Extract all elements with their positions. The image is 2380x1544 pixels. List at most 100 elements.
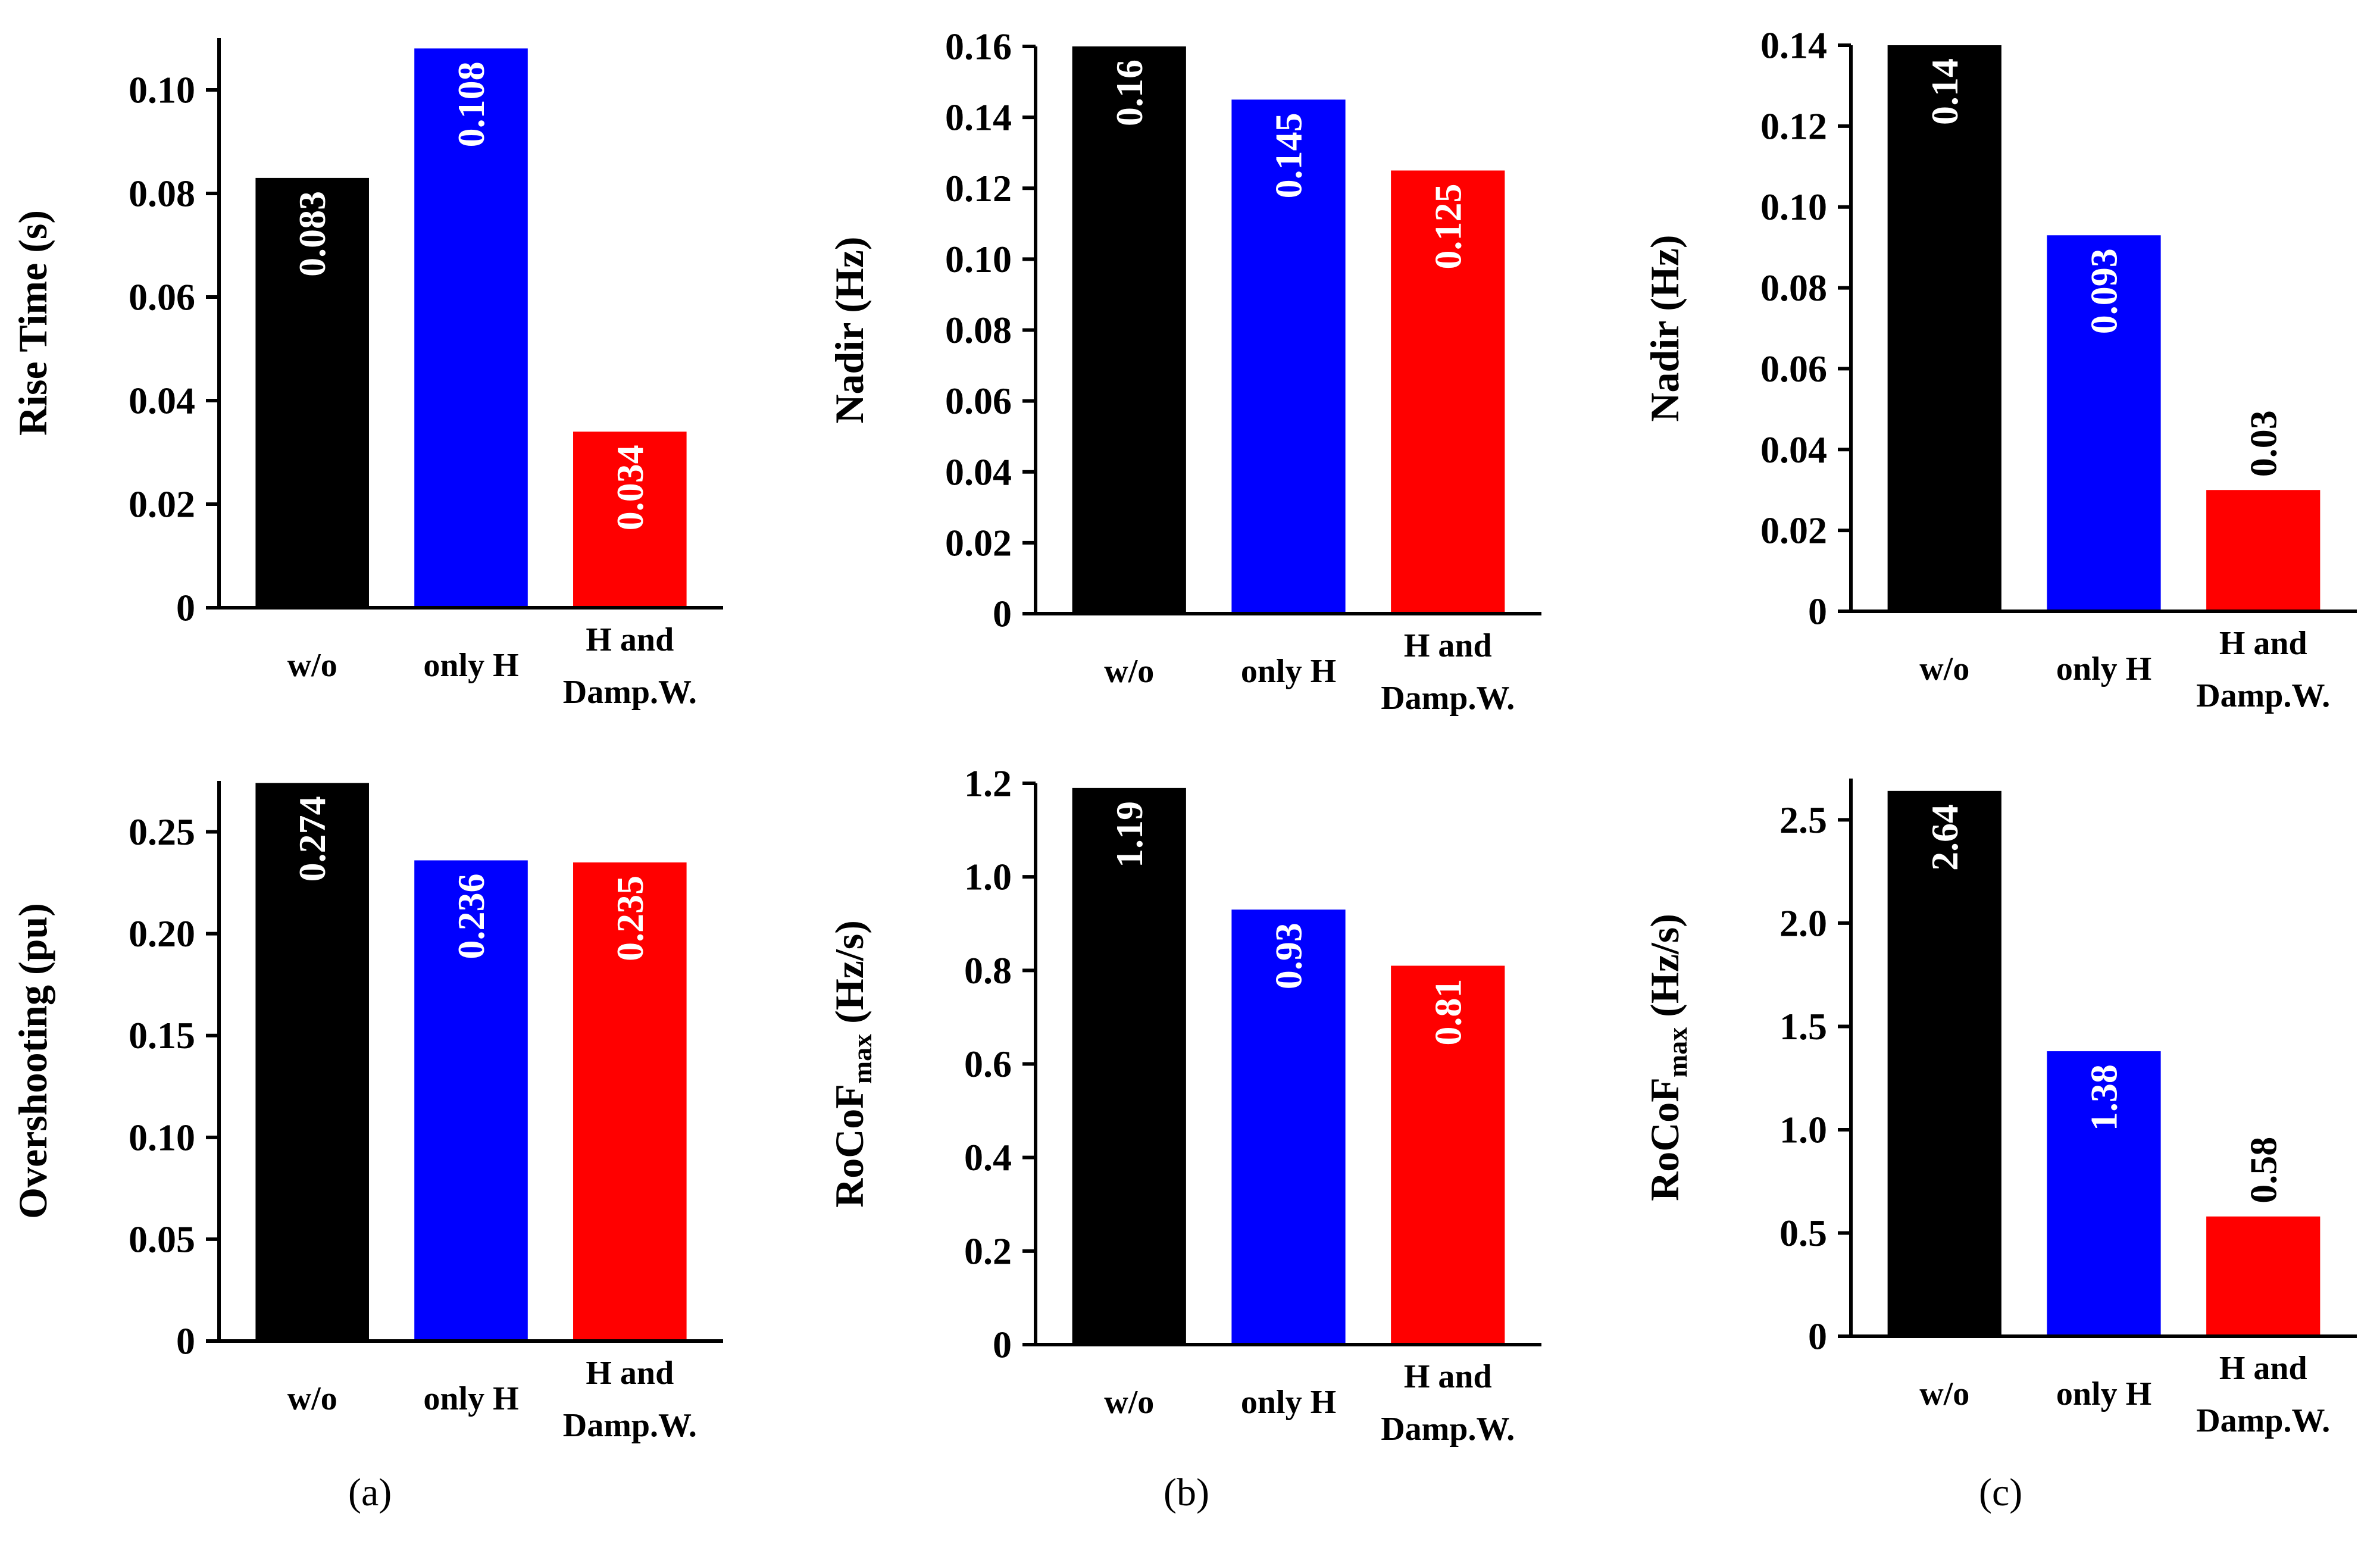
y-tick-label: 0.04 — [129, 380, 195, 422]
category-label: only H — [2056, 1376, 2151, 1412]
bar-value-label: 0.108 — [450, 61, 492, 147]
bar-2 — [1231, 99, 1346, 614]
y-tick-label: 0.14 — [1760, 24, 1827, 67]
category-label: H and Damp.W. — [1381, 1358, 1515, 1448]
category-label: w/o — [287, 1380, 337, 1417]
bar-2 — [2047, 235, 2161, 611]
category-label: only H — [423, 647, 518, 684]
bar-value-label: 0.58 — [2242, 1137, 2284, 1204]
bar-3 — [2206, 490, 2320, 611]
y-tick-label: 0.4 — [964, 1136, 1012, 1179]
y-tick-label: 0.10 — [1760, 186, 1827, 228]
y-tick-label: 2.0 — [1779, 902, 1827, 944]
chart-4: 0.274 w/o 0.236 only H 0.235 H and Damp.W. 0 0.0… — [10, 781, 723, 1444]
chart-1: 0.083 w/o 0.108 only H 0.034 H and Damp.W. 0 0.0… — [10, 38, 723, 711]
y-tick-label: 0.8 — [964, 949, 1012, 992]
y-tick-label: 1.5 — [1779, 1005, 1827, 1048]
y-tick-label: 0.06 — [945, 380, 1012, 422]
bar-value-label: 0.14 — [1924, 58, 1966, 125]
bar-2 — [414, 860, 528, 1341]
y-tick-label: 0.20 — [129, 912, 195, 955]
y-tick-label: 0.10 — [129, 69, 195, 111]
y-tick-label: 2.5 — [1779, 799, 1827, 841]
y-tick-label: 0 — [176, 1320, 195, 1362]
category-label: H and Damp.W. — [2196, 1350, 2330, 1439]
bar-1 — [255, 783, 369, 1341]
bar-3 — [1391, 965, 1505, 1345]
chart-3: 0.14 w/o 0.093 only H 0.03 H and Damp.W. 0 0.02 0… — [1642, 24, 2357, 714]
y-tick-label: 0.5 — [1779, 1212, 1827, 1254]
bar-value-label: 0.093 — [2083, 248, 2125, 334]
y-tick-label: 0.04 — [1760, 429, 1827, 471]
y-tick-label: 0 — [1808, 590, 1827, 633]
y-axis-title: Nadir (Hz) — [1642, 235, 1687, 421]
category-label: H and Damp.W. — [563, 1355, 697, 1444]
bar-value-label: 0.03 — [2242, 410, 2284, 477]
y-tick-label: 0.14 — [945, 96, 1012, 139]
y-axis-title: RoCoFmax (Hz/s) — [1642, 914, 1693, 1201]
bar-value-label: 0.034 — [609, 445, 651, 530]
bar-1 — [255, 177, 369, 608]
category-label: only H — [1241, 653, 1336, 690]
panel-label-b: (b) — [1164, 1471, 1209, 1514]
category-label: only H — [2056, 651, 2151, 687]
category-label: w/o — [1919, 1376, 1969, 1412]
y-tick-label: 0.08 — [129, 173, 195, 215]
bar-3 — [573, 432, 687, 608]
chart-2: 0.16 w/o 0.145 only H 0.125 H and Damp.W. 0 0.02… — [827, 26, 1541, 717]
category-label: H and Damp.W. — [563, 621, 697, 711]
y-tick-label: 1.2 — [964, 762, 1012, 805]
y-tick-label: 0.04 — [945, 451, 1012, 493]
category-label: w/o — [287, 647, 337, 684]
y-tick-label: 1.0 — [964, 856, 1012, 898]
bar-value-label: 0.274 — [291, 796, 333, 882]
chart-5: 1.19 w/o 0.93 only H 0.81 H and Damp.W. 0 0.2 0.4… — [827, 762, 1541, 1448]
category-label: w/o — [1104, 653, 1154, 690]
y-tick-label: 0.12 — [1760, 105, 1827, 147]
y-tick-label: 0 — [1808, 1315, 1827, 1358]
bar-3 — [2206, 1216, 2320, 1336]
y-tick-label: 1.0 — [1779, 1108, 1827, 1151]
y-tick-label: 0.25 — [129, 811, 195, 853]
bar-value-label: 0.81 — [1427, 979, 1469, 1045]
bar-2 — [1231, 909, 1346, 1345]
bar-value-label: 2.64 — [1924, 804, 1966, 871]
y-axis-title: Nadir (Hz) — [827, 236, 872, 423]
y-tick-label: 0.08 — [945, 309, 1012, 351]
y-tick-label: 0.02 — [129, 483, 195, 526]
y-tick-label: 0.16 — [945, 26, 1012, 68]
bar-1 — [1887, 45, 2001, 611]
bar-2 — [414, 48, 528, 608]
y-tick-label: 0.15 — [129, 1014, 195, 1057]
bar-3 — [1391, 170, 1505, 614]
y-axis-title: RoCoFmax (Hz/s) — [827, 920, 877, 1208]
y-tick-label: 0.2 — [964, 1230, 1012, 1272]
y-tick-label: 0.6 — [964, 1043, 1012, 1085]
y-tick-label: 0.05 — [129, 1218, 195, 1260]
y-tick-label: 0.10 — [129, 1116, 195, 1158]
bar-1 — [1072, 46, 1186, 614]
bar-value-label: 0.125 — [1427, 183, 1469, 269]
category-label: w/o — [1104, 1384, 1154, 1421]
y-axis-title: Overshooting (pu) — [10, 903, 55, 1219]
y-tick-label: 0.02 — [945, 521, 1012, 564]
bar-value-label: 1.38 — [2083, 1064, 2125, 1131]
category-label: only H — [423, 1380, 518, 1417]
y-axis-title: Rise Time (s) — [10, 210, 55, 436]
bar-1 — [1072, 787, 1186, 1345]
y-tick-label: 0.06 — [1760, 348, 1827, 390]
panel-label-a: (a) — [348, 1471, 392, 1514]
bar-value-label: 0.235 — [609, 876, 651, 961]
bar-value-label: 0.93 — [1268, 923, 1310, 989]
bar-2 — [2047, 1051, 2161, 1336]
y-tick-label: 0.10 — [945, 238, 1012, 280]
category-label: only H — [1241, 1384, 1336, 1421]
bar-value-label: 0.145 — [1268, 112, 1310, 198]
bar-value-label: 0.16 — [1108, 60, 1150, 126]
y-tick-label: 0 — [993, 1324, 1012, 1366]
category-label: H and Damp.W. — [2196, 625, 2330, 714]
y-tick-label: 0 — [993, 593, 1012, 635]
panel-label-c: (c) — [1979, 1471, 2023, 1514]
